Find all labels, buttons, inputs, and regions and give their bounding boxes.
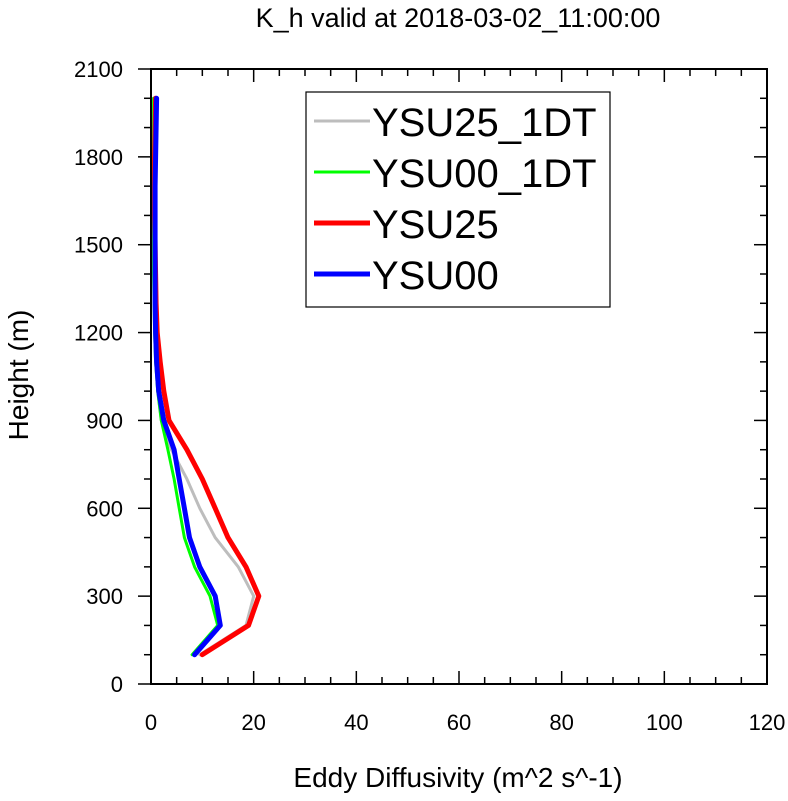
y-tick-label: 900 (86, 408, 123, 433)
y-axis-ticks: 0 300 600 900 1200 1500 1800 2100 (74, 57, 767, 697)
y-tick-label: 2100 (74, 57, 123, 82)
x-tick-label: 0 (145, 710, 157, 735)
x-axis-label: Eddy Diffusivity (m^2 s^-1) (293, 762, 622, 793)
y-tick-label: 600 (86, 496, 123, 521)
x-tick-label: 120 (749, 710, 786, 735)
y-tick-label: 1800 (74, 145, 123, 170)
series-line-ysu00 (152, 95, 223, 658)
y-tick-label: 300 (86, 584, 123, 609)
x-axis-ticks: 0 20 40 60 80 100 120 (145, 69, 785, 735)
chart-title: K_h valid at 2018-03-02_11:00:00 (256, 3, 661, 33)
y-tick-label: 0 (111, 672, 123, 697)
x-tick-label: 100 (646, 710, 683, 735)
legend-label-ysu00: YSU00 (372, 254, 499, 298)
y-tick-label: 1200 (74, 321, 123, 346)
series-line-ysu25 (152, 95, 262, 658)
legend: YSU25_1DT YSU00_1DT YSU25 YSU00 (305, 91, 611, 308)
legend-label-ysu00-1dt: YSU00_1DT (372, 152, 597, 196)
x-tick-label: 80 (549, 710, 573, 735)
x-tick-label: 20 (241, 710, 265, 735)
y-axis-label: Height (m) (3, 310, 34, 441)
series-layer (152, 95, 262, 658)
x-tick-label: 40 (344, 710, 368, 735)
legend-box (305, 91, 611, 308)
x-tick-label: 60 (447, 710, 471, 735)
legend-label-ysu25: YSU25 (372, 203, 499, 247)
legend-label-ysu25-1dt: YSU25_1DT (372, 101, 597, 145)
y-tick-label: 1500 (74, 233, 123, 258)
